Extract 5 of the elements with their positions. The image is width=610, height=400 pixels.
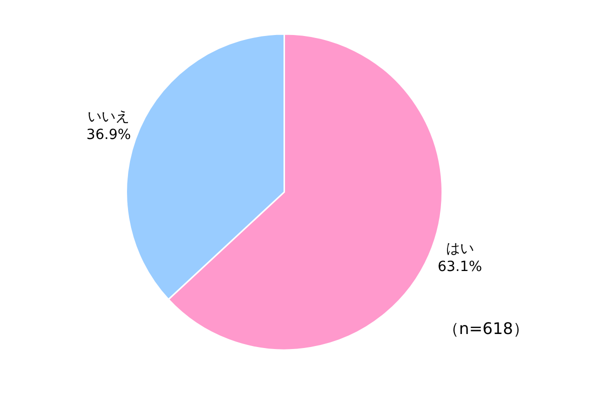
slice-label: いいえ — [88, 108, 130, 125]
text: （n=618） — [443, 319, 530, 338]
data-label: 36.9% — [86, 127, 131, 144]
data-label: 63.1% — [438, 259, 482, 276]
slice-label: はい — [446, 240, 474, 257]
